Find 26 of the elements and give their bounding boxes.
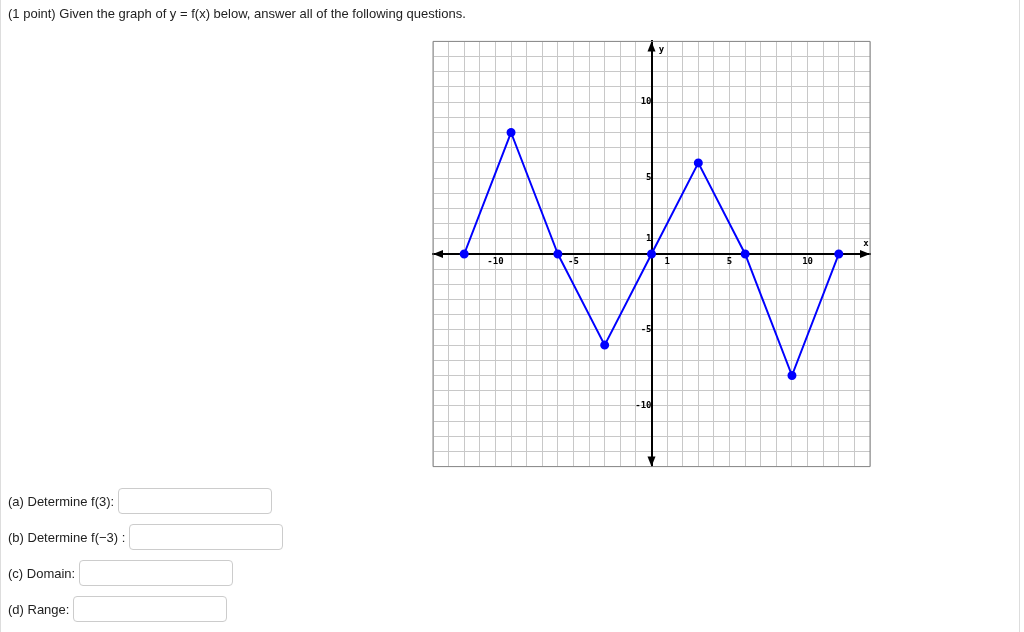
- y-tick-label: -5: [640, 324, 652, 335]
- point: [787, 370, 797, 380]
- text: (a) Determine f(3):: [8, 493, 115, 509]
- y-axis-title: y: [658, 43, 665, 54]
- x-tick-label: 1: [664, 255, 670, 266]
- text: (b) Determine f(−3) :: [8, 529, 126, 545]
- text: (c) Domain:: [8, 565, 76, 581]
- x-tick-label: -10: [487, 255, 504, 266]
- point: [600, 340, 610, 350]
- x-tick-label: 5: [726, 255, 733, 266]
- point: [506, 128, 516, 138]
- text: (d) Range:: [8, 601, 70, 617]
- point: [553, 249, 563, 259]
- point: [740, 249, 750, 259]
- y-tick-label: 10: [640, 96, 652, 107]
- point: [834, 249, 844, 259]
- x-tick-label: 10: [802, 255, 813, 266]
- point: [693, 158, 703, 168]
- x-axis-title: x: [863, 238, 870, 249]
- x-tick-label: -5: [568, 255, 579, 266]
- text: (1 point) Given the graph of y = f(x) below, answer all of the following questions.: [8, 6, 466, 21]
- y-tick-label: 5: [646, 172, 652, 183]
- y-tick-label: 1: [646, 233, 652, 244]
- point: [647, 249, 656, 259]
- y-tick-label: -10: [635, 400, 652, 411]
- point: [459, 249, 469, 259]
